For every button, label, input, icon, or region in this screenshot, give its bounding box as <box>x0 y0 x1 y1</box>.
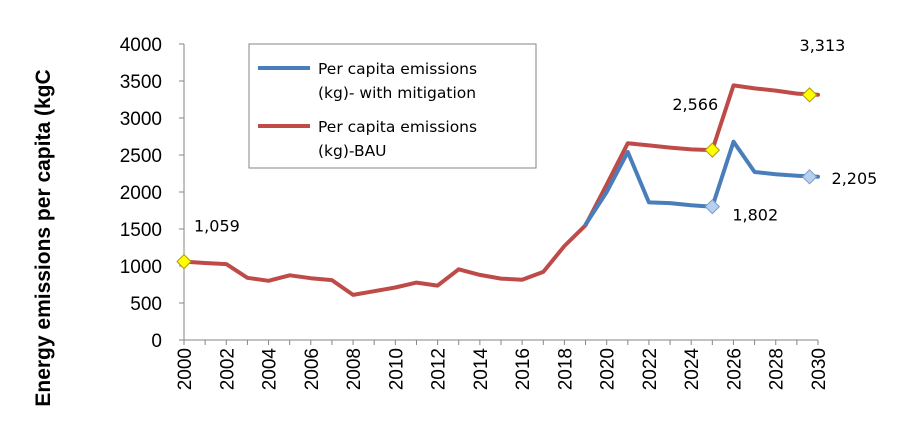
data-label: 3,313 <box>800 36 846 55</box>
x-tick-label: 2004 <box>260 348 281 391</box>
x-tick-label: 2030 <box>809 348 830 390</box>
x-tick-label: 2026 <box>724 348 745 390</box>
x-tick-label: 2006 <box>302 348 323 390</box>
x-tick-label: 2016 <box>513 348 534 390</box>
y-tick-label: 500 <box>130 294 162 315</box>
y-tick-label: 1000 <box>120 257 162 278</box>
data-label: 1,059 <box>194 217 240 236</box>
annotation-marker <box>704 142 721 158</box>
annotation-marker <box>176 253 192 270</box>
legend: Per capita emissions (kg)- with mitigatio… <box>248 43 537 169</box>
legend-label: (kg)- with mitigation <box>318 84 476 102</box>
x-tick-label: 2000 <box>175 348 196 390</box>
x-tick-label: 2018 <box>555 348 576 390</box>
x-tick-label: 2022 <box>640 348 661 390</box>
series-line-0 <box>583 139 820 227</box>
x-tick-label: 2014 <box>471 348 492 391</box>
x-tick-label: 2028 <box>767 348 788 390</box>
x-tick-label: 2012 <box>429 348 450 390</box>
plot-area: 0 500 1000 1500 2000 2500 3000 3500 4000 2000 2002… <box>120 35 878 390</box>
x-tick-label: 2020 <box>598 348 619 390</box>
y-tick-label: 2000 <box>120 183 162 204</box>
y-tick-label: 1500 <box>120 220 162 241</box>
y-tick-label: 2500 <box>120 146 162 167</box>
y-tick-label: 0 <box>151 331 162 352</box>
data-label: 1,802 <box>732 206 778 225</box>
legend-label: Per capita emissions <box>318 118 477 136</box>
x-tick-label: 2024 <box>682 348 703 391</box>
y-tick-label: 3000 <box>120 109 162 130</box>
x-tick-label: 2002 <box>217 348 238 390</box>
y-axis-label: Energy emissions per capita (kgC <box>32 69 55 406</box>
legend-box <box>248 43 537 169</box>
y-tick-label: 4000 <box>120 35 162 56</box>
legend-label: Per capita emissions <box>318 60 477 78</box>
x-tick-label: 2010 <box>386 348 407 390</box>
data-label: 2,566 <box>672 95 718 114</box>
x-tick-label: 2008 <box>344 348 365 390</box>
annotation-marker <box>801 87 818 103</box>
data-label: 2,205 <box>832 169 878 188</box>
y-tick-label: 3500 <box>120 72 162 93</box>
annotation-marker <box>801 169 818 185</box>
legend-label: (kg)-BAU <box>318 142 387 160</box>
annotation-marker <box>704 198 721 215</box>
